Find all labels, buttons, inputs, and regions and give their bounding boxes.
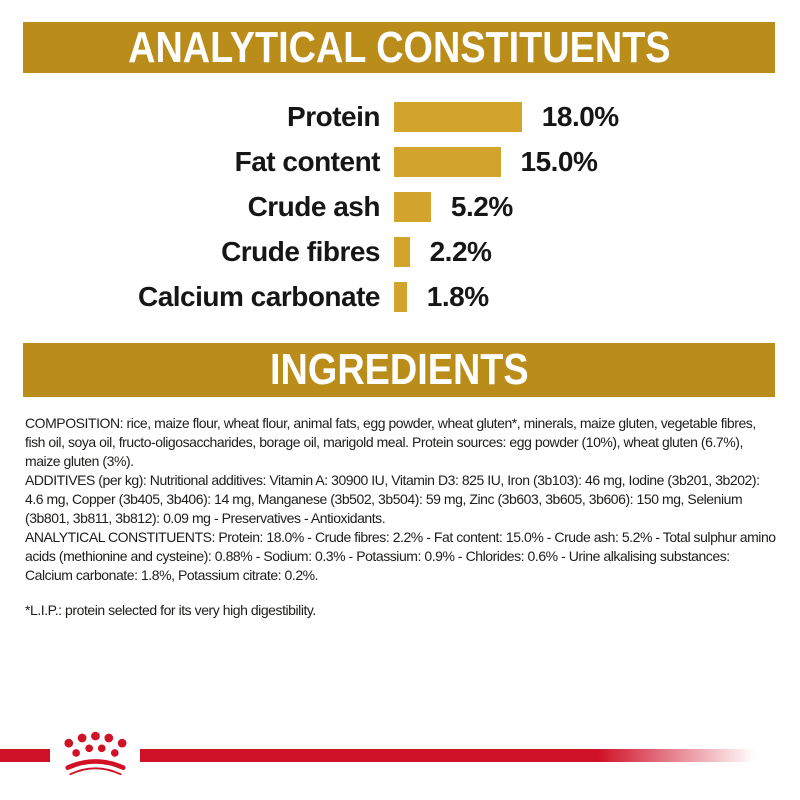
chart-category-label: Calcium carbonate bbox=[137, 280, 381, 312]
crown-dots bbox=[64, 731, 127, 757]
ingredients-title: INGREDIENTS bbox=[269, 345, 529, 394]
crown-base-thin-arc bbox=[69, 767, 122, 776]
ingredients-text-block: COMPOSITION: rice, maize flour, wheat fl… bbox=[25, 414, 777, 585]
chart-value-label: 15.0% bbox=[520, 145, 598, 177]
chart-category-label: Protein bbox=[287, 100, 380, 132]
chart-row: Protein 18.0% bbox=[0, 94, 800, 139]
chart-bar bbox=[394, 101, 522, 132]
chart-category-label: Fat content bbox=[234, 145, 381, 177]
chart-bar bbox=[394, 281, 407, 312]
royal-canin-crown-logo bbox=[64, 731, 127, 776]
footer-red-stripe-right bbox=[140, 749, 768, 762]
chart-value-label: 18.0% bbox=[541, 100, 619, 132]
chart-value-label: 5.2% bbox=[450, 190, 513, 222]
chart-value-label: 1.8% bbox=[426, 280, 489, 312]
chart-bar bbox=[394, 191, 431, 222]
chart-value-label: 2.2% bbox=[429, 235, 492, 267]
analytical-constituents-paragraph: ANALYTICAL CONSTITUENTS: Protein: 18.0% … bbox=[25, 529, 776, 583]
chart-row: Crude fibres 2.2% bbox=[0, 229, 800, 274]
chart-bar bbox=[394, 236, 410, 267]
analytical-constituents-title: ANALYTICAL CONSTITUENTS bbox=[127, 22, 671, 72]
chart-category-label: Crude ash bbox=[247, 190, 381, 222]
composition-paragraph: COMPOSITION: rice, maize flour, wheat fl… bbox=[25, 415, 756, 469]
chart-row: Fat content 15.0% bbox=[0, 139, 800, 184]
crown-base-thick-arc bbox=[65, 759, 126, 770]
chart-category-label: Crude fibres bbox=[221, 235, 380, 267]
additives-paragraph: ADDITIVES (per kg): Nutritional additive… bbox=[25, 472, 760, 526]
ingredients-banner: INGREDIENTS bbox=[23, 343, 775, 397]
chart-row: Crude ash 5.2% bbox=[0, 184, 800, 229]
analytical-constituents-banner: ANALYTICAL CONSTITUENTS bbox=[23, 22, 775, 73]
lip-footnote: *L.I.P.: protein selected for its very h… bbox=[25, 602, 316, 618]
chart-bar bbox=[394, 146, 501, 177]
chart-row: Calcium carbonate 1.8% bbox=[0, 274, 800, 319]
footer-red-stripe-left bbox=[0, 749, 50, 762]
analytical-chart: Protein 18.0% Fat content 15.0% Crude ash 5.2… bbox=[0, 94, 800, 319]
